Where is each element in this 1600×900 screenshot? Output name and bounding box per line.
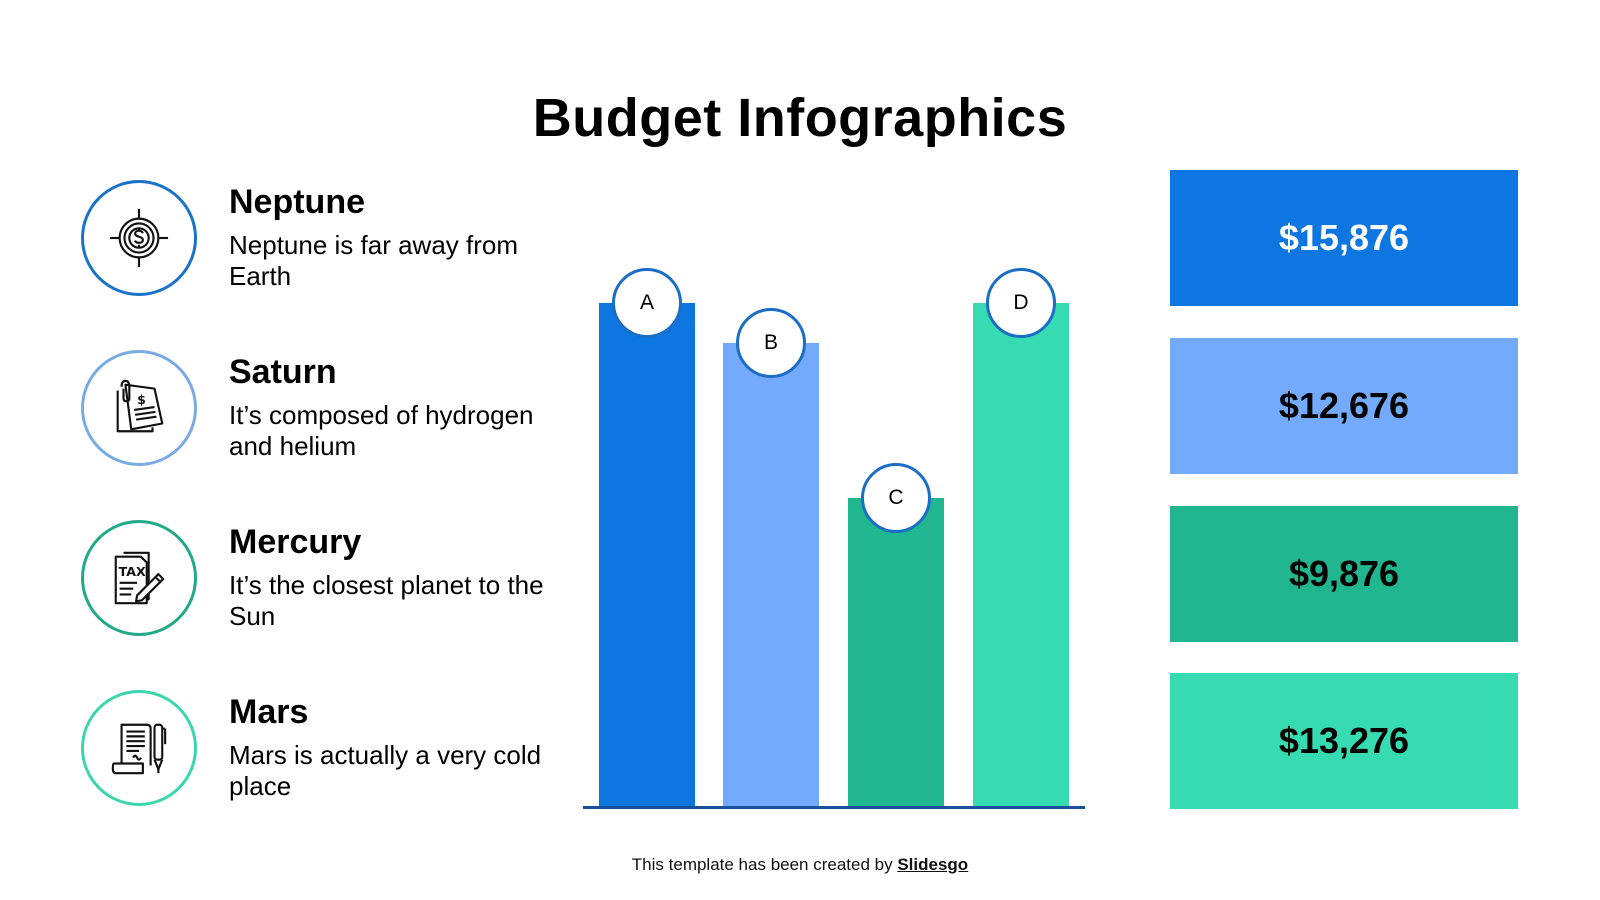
footer-text: This template has been created by	[631, 855, 898, 874]
value-box-mars: $13,276	[1170, 673, 1518, 809]
x-axis-line	[583, 806, 1085, 809]
legend-item-saturn: $ Saturn It’s composed of hydrogen and h…	[80, 350, 550, 470]
footer-credit: This template has been created by Slides…	[0, 855, 1600, 875]
item-description: It’s composed of hydrogen and helium	[229, 400, 534, 461]
item-heading: Neptune	[229, 183, 365, 221]
item-description: Mars is actually a very cold place	[229, 740, 542, 801]
invoice-dollar-icon: $	[116, 379, 164, 433]
bar-c[interactable]: C	[848, 463, 944, 806]
icon-circle	[81, 690, 197, 806]
svg-text:$: $	[137, 392, 146, 407]
value-box-saturn: $12,676	[1170, 338, 1518, 474]
bar-label-badge: C	[861, 463, 931, 533]
legend-item-mars: Mars Mars is actually a very cold place	[80, 690, 550, 810]
bar-label-badge: B	[736, 308, 806, 378]
bar-a[interactable]: A	[599, 268, 695, 806]
bar-d[interactable]: D	[973, 268, 1069, 806]
bar-label-badge: D	[986, 268, 1056, 338]
item-description: Neptune is far away from Earth	[229, 230, 519, 291]
bar-label-badge: A	[612, 268, 682, 338]
target-dollar-icon	[109, 208, 169, 268]
svg-text:TAX: TAX	[119, 564, 146, 579]
item-description: It’s the closest planet to the Sun	[229, 570, 544, 631]
tax-document-icon: TAX	[114, 551, 165, 605]
item-heading: Mercury	[229, 523, 362, 561]
legend-item-neptune: Neptune Neptune is far away from Earth	[80, 180, 550, 300]
item-heading: Mars	[229, 693, 309, 731]
slidesgo-link[interactable]: Slidesgo	[897, 855, 969, 874]
icon-circle: TAX	[81, 520, 197, 636]
legend-item-mercury: TAX Mercury It’s the closest planet to t…	[80, 520, 550, 640]
icon-circle	[81, 180, 197, 296]
icon-circle: $	[81, 350, 197, 466]
value-box-mercury: $9,876	[1170, 506, 1518, 642]
contract-pen-icon	[111, 723, 167, 775]
page-title: Budget Infographics	[532, 88, 1068, 148]
bar-b[interactable]: B	[723, 308, 819, 806]
item-heading: Saturn	[229, 353, 337, 391]
value-box-neptune: $15,876	[1170, 170, 1518, 306]
